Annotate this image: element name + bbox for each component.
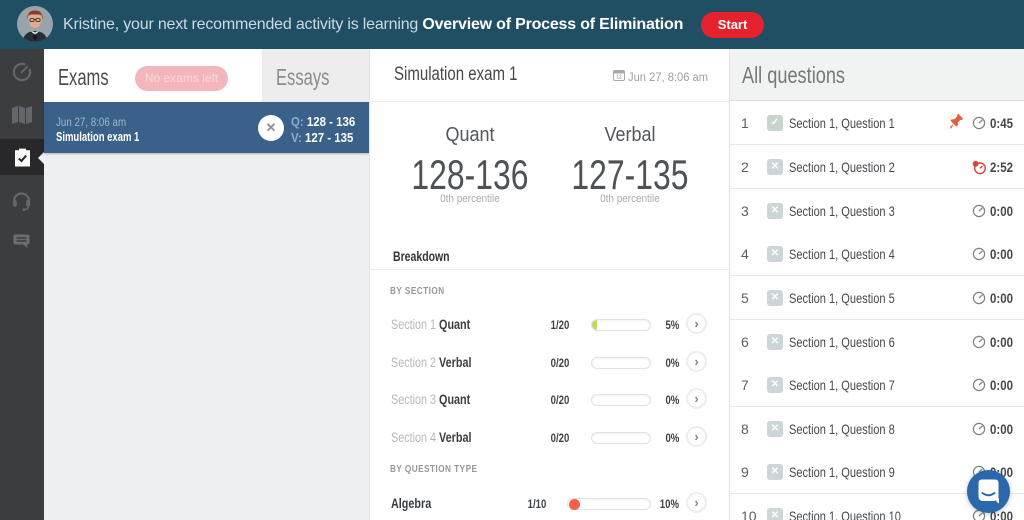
svg-text:12: 12 (616, 75, 622, 81)
